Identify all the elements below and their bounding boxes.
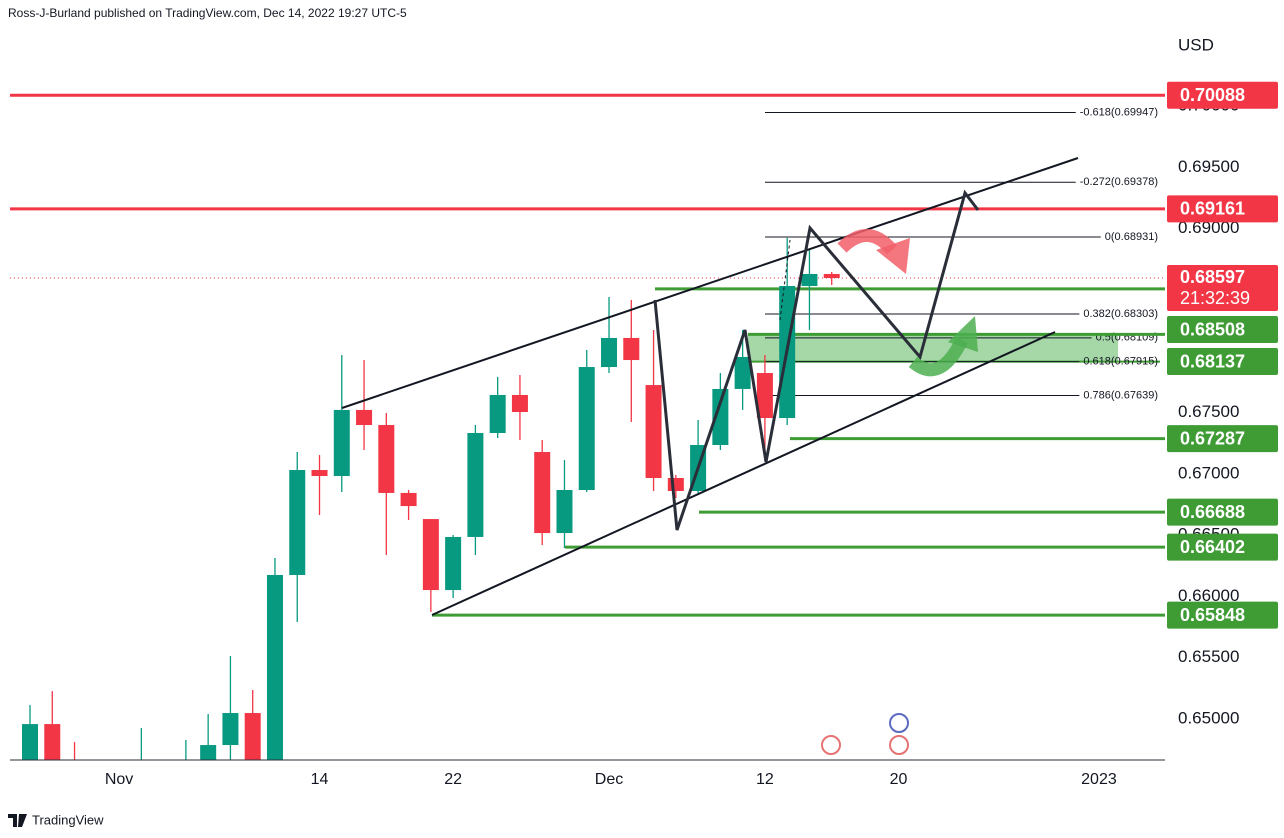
fib-label: 0.618(0.67915)	[1083, 356, 1158, 368]
candle-body	[378, 425, 395, 493]
plot-area	[22, 237, 840, 817]
candle-body	[712, 388, 729, 446]
candle-body	[489, 394, 506, 433]
footer: TradingView	[8, 812, 104, 827]
candle-body	[244, 713, 261, 760]
fib-label: 0(0.68931)	[1105, 231, 1158, 243]
x-tick-label: 2023	[1081, 771, 1117, 788]
candle-body	[467, 432, 484, 537]
price-label-box	[1167, 498, 1278, 526]
price-label: 0.69161	[1180, 199, 1245, 219]
price-label-box	[1167, 601, 1278, 629]
price-label: 0.68137	[1180, 351, 1245, 371]
projection-zigzag	[653, 189, 980, 531]
candle-body	[44, 724, 61, 760]
flag-icon	[889, 713, 909, 733]
y-tick-label: 0.66000	[1178, 586, 1239, 605]
y-tick-label: 0.65500	[1178, 647, 1239, 666]
price-label: 0.70088	[1180, 85, 1245, 105]
axes: 0.650000.655000.660000.665000.670000.675…	[105, 81, 1278, 788]
countdown: 21:32:39	[1180, 288, 1250, 308]
brand-logo	[8, 814, 27, 827]
price-label-box	[1167, 425, 1278, 453]
down-arrow	[837, 229, 897, 255]
x-tick-label: 20	[890, 771, 908, 788]
candle-body	[445, 536, 462, 591]
candle-body	[823, 273, 840, 279]
flag-icon	[821, 735, 841, 755]
candle-body	[222, 713, 239, 746]
candle-body	[289, 470, 306, 575]
candle-body	[667, 477, 684, 491]
y-tick-label: 0.67000	[1178, 463, 1239, 482]
price-label: 0.68597	[1180, 267, 1245, 287]
candle-body	[578, 367, 595, 491]
channel-lower	[431, 331, 1056, 616]
candle-body	[601, 337, 618, 368]
price-label: 0.67287	[1180, 428, 1245, 448]
candle-body	[67, 766, 83, 771]
price-label: 0.65848	[1180, 605, 1245, 625]
background-layer: -0.618(0.69947) -0.272(0.69378) 0(0.68931)…	[10, 93, 1165, 617]
flag-icon	[889, 735, 909, 755]
y-tick-label: 0.69500	[1178, 157, 1239, 176]
price-label-box	[1167, 81, 1278, 109]
candle-body	[266, 574, 283, 760]
x-tick-label: 14	[311, 771, 329, 788]
dashed-marker	[779, 239, 791, 321]
candle-body	[200, 745, 217, 760]
x-tick-label: 22	[444, 771, 462, 788]
byline: Ross-J-Burland published on TradingView.…	[8, 6, 407, 20]
channel-upper	[341, 157, 1079, 409]
y-tick-label: 0.69000	[1178, 218, 1239, 237]
candle-body	[534, 451, 551, 534]
price-label-box	[1167, 533, 1278, 561]
event-flags	[821, 713, 909, 755]
candle-body	[89, 771, 105, 781]
support-zone	[748, 334, 1118, 362]
candle-body	[133, 786, 149, 804]
down-arrow-head	[876, 238, 910, 274]
fib-label: 0.382(0.68303)	[1083, 308, 1158, 320]
y-tick-label: 0.65000	[1178, 709, 1239, 728]
y-tick-label: 0.67500	[1178, 402, 1239, 421]
candle-body	[556, 490, 573, 534]
price-label-box	[1167, 348, 1278, 376]
drawings	[341, 157, 1079, 755]
candle-body	[311, 470, 328, 477]
fib-label: 0.786(0.67639)	[1083, 389, 1158, 401]
currency: USD	[1178, 35, 1214, 54]
candle-body	[511, 394, 528, 413]
x-tick-label: 12	[756, 771, 774, 788]
price-label: 0.68508	[1180, 319, 1245, 339]
price-label: 0.66402	[1180, 537, 1245, 557]
candle-body	[623, 337, 640, 361]
up-arrow-head	[948, 316, 978, 352]
candle-body	[422, 519, 439, 591]
candle-body	[333, 409, 350, 477]
candle-body	[801, 273, 818, 286]
x-tick-label: Nov	[105, 771, 133, 788]
candle-body	[156, 786, 172, 817]
x-tick-label: Dec	[595, 771, 623, 788]
fib-label: -0.272(0.69378)	[1080, 176, 1158, 188]
price-label-box	[1167, 316, 1278, 344]
price-label: 0.66688	[1180, 502, 1245, 522]
candle-body	[734, 356, 751, 389]
brand: TradingView	[32, 812, 104, 827]
candle-body	[22, 724, 38, 760]
fib-label: -0.618(0.69947)	[1080, 106, 1158, 118]
candle-body	[645, 385, 662, 478]
price-label-box	[1167, 195, 1278, 223]
candle-body	[400, 492, 417, 507]
price-label-box	[1167, 265, 1278, 312]
candle-body	[356, 409, 373, 426]
up-arrow	[908, 336, 968, 377]
candle-body	[178, 768, 194, 817]
candle-body	[756, 373, 773, 419]
